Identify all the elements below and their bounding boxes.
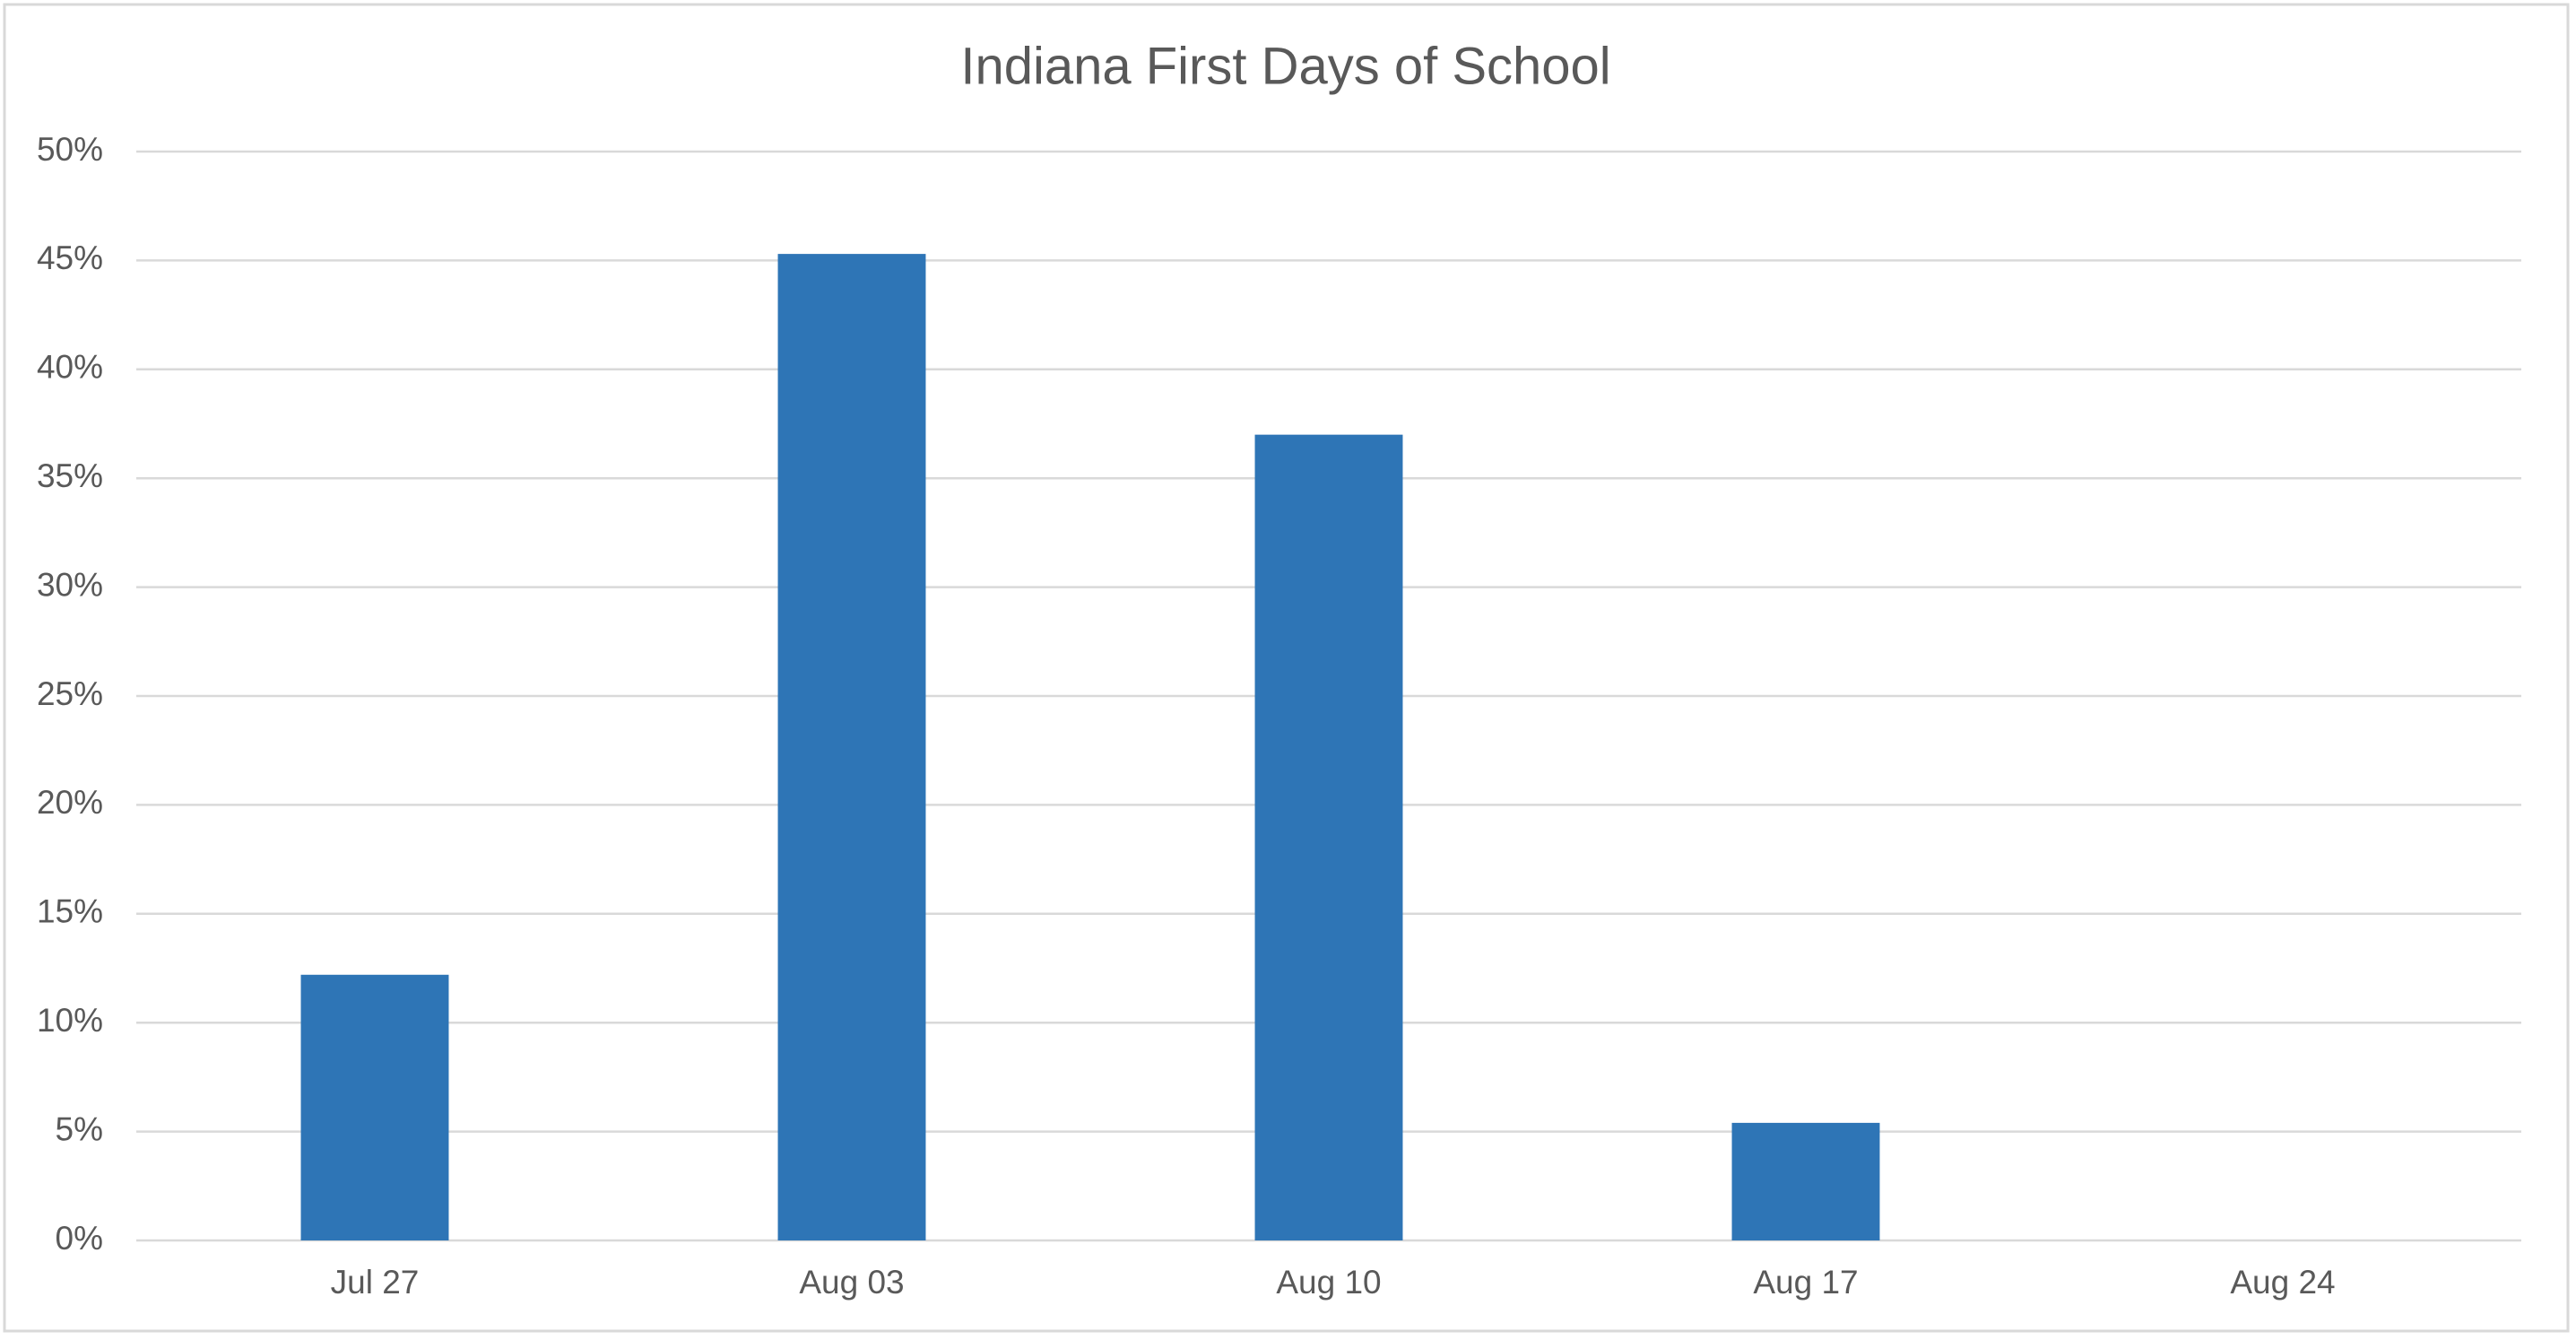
y-tick-label: 45%	[37, 239, 103, 276]
y-tick-label: 20%	[37, 784, 103, 821]
x-tick-label: Jul 27	[331, 1264, 420, 1301]
bar	[777, 254, 926, 1241]
y-tick-label: 40%	[37, 349, 103, 386]
bar	[300, 974, 449, 1240]
chart-title: Indiana First Days of School	[960, 37, 1610, 95]
x-tick-label: Aug 24	[2230, 1264, 2335, 1301]
y-tick-label: 0%	[56, 1220, 103, 1257]
y-tick-label: 35%	[37, 457, 103, 494]
y-tick-label: 15%	[37, 893, 103, 930]
x-tick-label: Aug 10	[1276, 1264, 1381, 1301]
y-tick-label: 10%	[37, 1002, 103, 1039]
bar	[1731, 1122, 1880, 1240]
y-tick-label: 25%	[37, 675, 103, 712]
x-tick-label: Aug 17	[1753, 1264, 1858, 1301]
y-tick-label: 30%	[37, 566, 103, 603]
x-tick-label: Aug 03	[799, 1264, 904, 1301]
bar	[1254, 434, 1403, 1240]
y-tick-label: 50%	[37, 131, 103, 168]
y-tick-label: 5%	[56, 1110, 103, 1147]
